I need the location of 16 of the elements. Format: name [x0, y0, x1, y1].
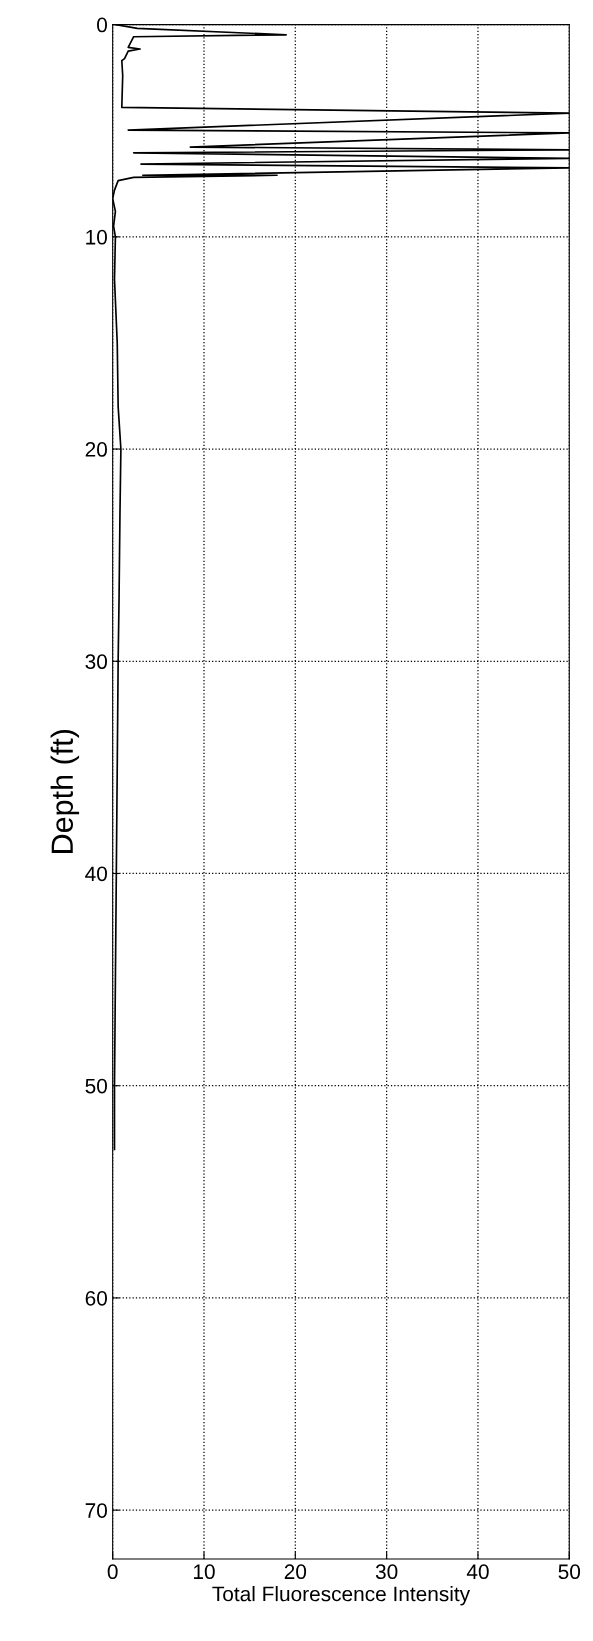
y-tick-label: 50	[85, 1078, 107, 1094]
y-tick-label: 30	[85, 654, 107, 670]
x-tick-label: 20	[284, 1564, 307, 1580]
x-tick-label: 0	[107, 1564, 118, 1580]
y-tick-label: 60	[85, 1290, 107, 1306]
y-tick-label: 20	[85, 442, 107, 457]
x-tick-label: 50	[558, 1564, 581, 1580]
x-tick-label: 10	[194, 1564, 215, 1580]
x-tick-label: 30	[375, 1564, 398, 1580]
y-tick-label: 70	[85, 1503, 107, 1518]
x-tick-label: 40	[466, 1564, 489, 1580]
y-tick-label: 0	[97, 17, 107, 33]
x-axis-title: Total Fluorescence Intensity	[212, 1586, 471, 1606]
y-tick-label: 10	[86, 229, 107, 245]
y-tick-label: 40	[85, 866, 107, 882]
y-axis-title: Depth (ft)	[50, 730, 80, 853]
